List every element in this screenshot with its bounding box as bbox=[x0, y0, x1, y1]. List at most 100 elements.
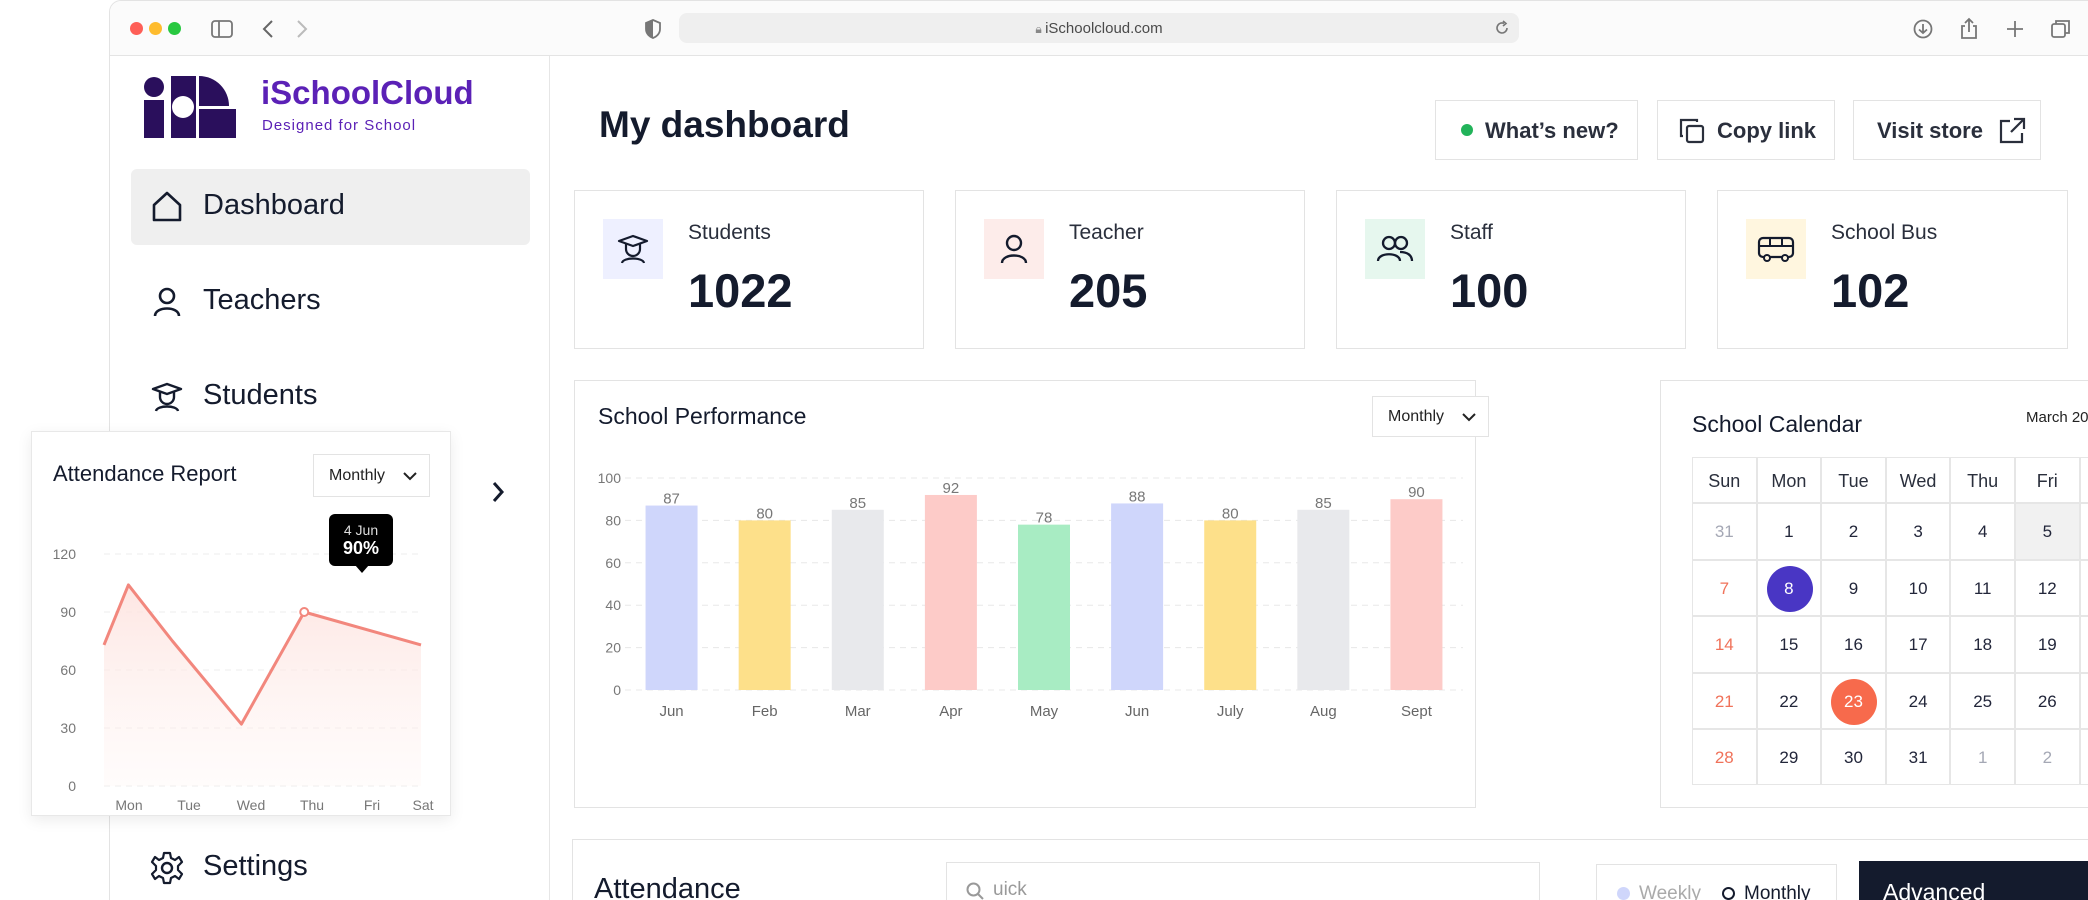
back-icon[interactable] bbox=[256, 16, 282, 42]
tooltip-arrow bbox=[355, 565, 369, 573]
calendar-day[interactable]: 20 bbox=[2079, 616, 2088, 673]
copy-link-button[interactable]: Copy link bbox=[1657, 100, 1835, 160]
calendar-day[interactable]: 16 bbox=[1821, 616, 1886, 673]
visit-store-button[interactable]: Visit store bbox=[1853, 100, 2041, 160]
close-window-button[interactable] bbox=[130, 22, 143, 35]
calendar-day[interactable]: 30 bbox=[1821, 729, 1886, 786]
calendar-day[interactable]: 25 bbox=[1950, 672, 2015, 729]
calendar-day-number: 5 bbox=[2042, 522, 2053, 542]
download-icon[interactable] bbox=[1910, 16, 1936, 42]
shield-icon[interactable] bbox=[640, 16, 666, 42]
stat-card-school-bus[interactable]: School Bus 102 bbox=[1717, 190, 2068, 349]
performance-period-select[interactable]: Monthly bbox=[1372, 396, 1489, 437]
calendar-day[interactable]: 29 bbox=[1756, 729, 1822, 786]
calendar-day[interactable]: 1 bbox=[1756, 503, 1822, 560]
stat-value: 102 bbox=[1831, 264, 1910, 317]
calendar-day[interactable]: 13 bbox=[2079, 559, 2088, 617]
calendar-day[interactable]: 12 bbox=[2015, 559, 2080, 617]
calendar-day[interactable]: 31 bbox=[1692, 503, 1757, 560]
sidebar-toggle-icon[interactable] bbox=[209, 16, 235, 42]
sidebar-item-dashboard[interactable]: Dashboard bbox=[131, 169, 530, 245]
calendar-day[interactable]: 11 bbox=[1950, 559, 2015, 617]
calendar-day[interactable]: 4 bbox=[1950, 503, 2015, 560]
calendar-day[interactable]: 6 bbox=[2079, 503, 2088, 560]
maximize-window-button[interactable] bbox=[168, 22, 181, 35]
whats-new-button[interactable]: What’s new? bbox=[1435, 100, 1638, 160]
address-bar[interactable]: 🔒︎ iSchoolcloud.com bbox=[679, 13, 1519, 43]
advanced-button[interactable]: Advanced bbox=[1859, 861, 2088, 900]
calendar-day-number: 12 bbox=[2037, 578, 2057, 598]
calendar-day[interactable]: 24 bbox=[1885, 672, 1951, 729]
reload-icon[interactable] bbox=[1493, 19, 1511, 37]
tabs-overview-icon[interactable] bbox=[2048, 16, 2074, 42]
calendar-day-number: 1 bbox=[1977, 748, 1988, 767]
calendar-day[interactable]: 26 bbox=[2015, 672, 2080, 729]
calendar-day[interactable]: 21 bbox=[1692, 672, 1757, 729]
x-tick-label: Jun bbox=[1125, 703, 1149, 720]
calendar-day[interactable]: 15 bbox=[1756, 616, 1822, 673]
calendar-day-number: 25 bbox=[1973, 691, 1993, 711]
browser-toolbar: 🔒︎ iSchoolcloud.com bbox=[110, 1, 2088, 56]
sidebar-item-teachers[interactable]: Teachers bbox=[131, 264, 530, 340]
share-icon[interactable] bbox=[1956, 16, 1982, 42]
chevron-right-icon[interactable] bbox=[486, 478, 510, 506]
stat-card-staff[interactable]: Staff 100 bbox=[1336, 190, 1686, 349]
calendar-day[interactable]: 23 bbox=[1821, 672, 1886, 729]
weekly-label: Weekly bbox=[1639, 883, 1701, 900]
y-tick-label: 100 bbox=[598, 470, 622, 486]
calendar-day[interactable]: 2 bbox=[1821, 503, 1886, 560]
monthly-radio[interactable] bbox=[1722, 887, 1735, 900]
calendar-highlight-circle bbox=[1766, 565, 1813, 612]
stat-card-students[interactable]: Students 1022 bbox=[574, 190, 924, 349]
sidebar-item-label: Dashboard bbox=[203, 189, 345, 221]
calendar-day[interactable]: 7 bbox=[1692, 559, 1757, 617]
x-tick-label: Mon bbox=[115, 797, 142, 812]
bar bbox=[645, 505, 698, 690]
x-tick-label: Apr bbox=[939, 703, 962, 720]
weekly-radio[interactable] bbox=[1617, 887, 1630, 900]
calendar-day[interactable]: 17 bbox=[1885, 616, 1951, 673]
calendar-day[interactable]: 27 bbox=[2079, 672, 2088, 729]
calendar-day[interactable]: 5 bbox=[2015, 503, 2080, 560]
sidebar-item-settings[interactable]: Settings bbox=[131, 830, 530, 900]
user-icon bbox=[1000, 234, 1028, 264]
calendar-day[interactable]: 3 bbox=[2079, 729, 2088, 786]
calendar-day[interactable]: 2 bbox=[2015, 729, 2080, 786]
calendar-day[interactable]: 28 bbox=[1692, 729, 1757, 786]
calendar-day[interactable]: 31 bbox=[1885, 729, 1951, 786]
calendar-month-select[interactable]: March 2021 bbox=[2026, 409, 2088, 433]
calendar-day-header-label: Fri bbox=[2036, 471, 2058, 491]
whats-new-label: What’s new? bbox=[1485, 118, 1619, 143]
attendance-search-input[interactable]: uick bbox=[946, 862, 1540, 900]
forward-icon[interactable] bbox=[288, 16, 314, 42]
calendar-day[interactable]: 19 bbox=[2015, 616, 2080, 673]
y-tick-label: 0 bbox=[68, 778, 76, 794]
attendance-report-period-select[interactable]: Monthly bbox=[313, 454, 430, 497]
calendar-day[interactable]: 3 bbox=[1885, 503, 1951, 560]
calendar-day[interactable]: 10 bbox=[1885, 559, 1951, 617]
bar-value-label: 80 bbox=[1222, 505, 1239, 522]
calendar-day[interactable]: 9 bbox=[1821, 559, 1886, 617]
calendar-day[interactable]: 14 bbox=[1692, 616, 1757, 673]
status-dot bbox=[1461, 124, 1473, 136]
calendar-day[interactable]: 1 bbox=[1950, 729, 2015, 786]
performance-bar-chart: 0 20 40 60 80 100 87 Jun 80 Feb 85 Mar 92 Apr 78 May 88 J… bbox=[598, 470, 1463, 720]
new-tab-icon[interactable] bbox=[2002, 16, 2028, 42]
stat-label: Teacher bbox=[1069, 221, 1144, 244]
bar bbox=[1111, 503, 1164, 690]
calendar-day-header: Fri bbox=[2015, 457, 2080, 504]
line-series bbox=[102, 583, 422, 726]
calendar-day-header-label: Wed bbox=[1899, 471, 1937, 491]
sidebar-item-students[interactable]: Students bbox=[131, 359, 530, 435]
calendar-day[interactable]: 8 bbox=[1756, 559, 1822, 617]
stat-value: 205 bbox=[1069, 264, 1148, 317]
calendar-day[interactable]: 22 bbox=[1756, 672, 1822, 729]
bar bbox=[1297, 509, 1350, 690]
calendar-day-number: 22 bbox=[1779, 691, 1799, 711]
calendar-day-number: 14 bbox=[1714, 635, 1734, 655]
stat-card-teacher[interactable]: Teacher 205 bbox=[955, 190, 1305, 349]
calendar-day-number: 9 bbox=[1848, 578, 1859, 598]
calendar-day[interactable]: 18 bbox=[1950, 616, 2015, 673]
monthly-label: Monthly bbox=[1744, 883, 1811, 900]
minimize-window-button[interactable] bbox=[149, 22, 162, 35]
